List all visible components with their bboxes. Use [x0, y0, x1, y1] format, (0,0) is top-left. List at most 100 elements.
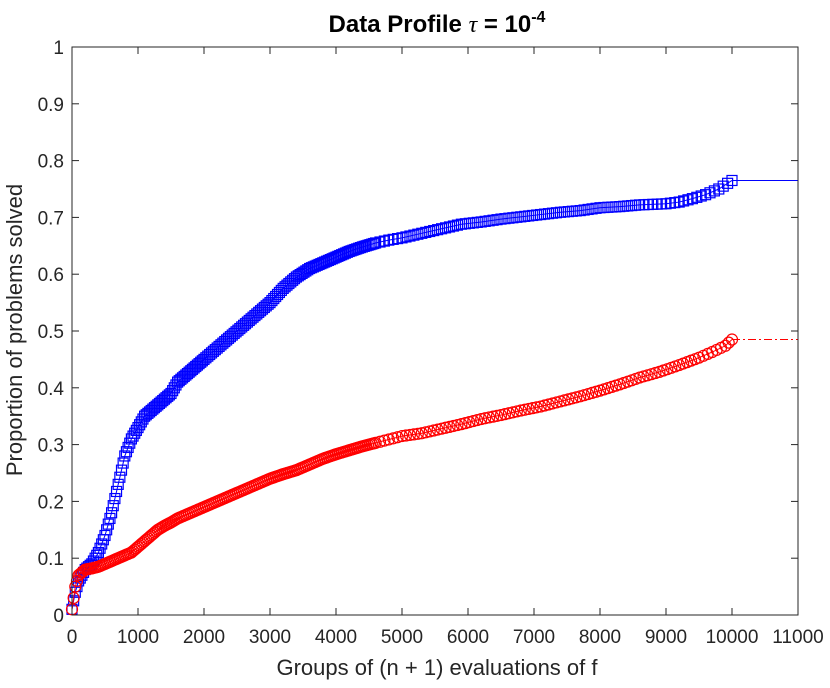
- series-2-point: [719, 339, 732, 352]
- series-1-point: [404, 230, 416, 242]
- x-tick-label: 10000: [706, 627, 759, 648]
- series-2-point: [518, 403, 531, 416]
- series-2-point: [722, 336, 735, 349]
- series-1-point: [110, 485, 123, 498]
- x-tick-label: 8000: [579, 627, 621, 648]
- series-1-point: [99, 529, 111, 542]
- x-tick-label: 11000: [772, 627, 823, 648]
- series-1-point: [91, 549, 103, 561]
- series-1-point: [92, 546, 105, 559]
- series-1-point: [717, 180, 729, 192]
- series-2-point: [378, 434, 391, 447]
- series-1-point: [101, 524, 113, 536]
- series-1-point: [114, 471, 126, 483]
- series-2-point: [490, 409, 504, 422]
- series-2-point: [407, 428, 420, 441]
- series-2: [65, 333, 798, 616]
- series-2-point: [479, 412, 492, 425]
- series-2-point: [69, 580, 82, 593]
- y-tick-label: 0.8: [38, 152, 64, 173]
- series-2-point: [399, 429, 413, 442]
- series-1-point: [428, 224, 440, 237]
- series-1-point: [268, 292, 280, 305]
- x-tick-label: 5000: [381, 627, 423, 648]
- series-1-point: [107, 500, 119, 512]
- series-1-point: [115, 464, 128, 476]
- y-tick-label: 0.5: [38, 322, 64, 343]
- x-axis-label: Groups of (n + 1) evaluations of f: [276, 655, 598, 680]
- series-1-point: [424, 225, 436, 238]
- series-1-point: [112, 478, 124, 490]
- series-2-point: [369, 436, 382, 449]
- series-1-point: [273, 286, 286, 299]
- series-1-point: [439, 222, 452, 234]
- series-1-point: [262, 298, 274, 310]
- series-1-point: [416, 227, 428, 239]
- series-1-point: [374, 236, 386, 248]
- series-2-point: [522, 402, 535, 416]
- series-2-point: [373, 435, 387, 448]
- x-tick-label: 7000: [513, 627, 555, 648]
- x-tick-label: 9000: [645, 627, 687, 648]
- series-1-point: [412, 228, 424, 240]
- series-2-point: [725, 333, 739, 346]
- x-tick-label: 2000: [183, 627, 225, 648]
- series-2-point: [403, 428, 417, 442]
- series-2-point: [475, 412, 488, 426]
- series-1-point: [94, 542, 106, 554]
- y-tick-label: 0.6: [38, 265, 64, 286]
- series-1-line: [71, 180, 733, 610]
- series-1-point: [117, 457, 129, 469]
- series-1-point: [96, 538, 108, 550]
- series-1-point: [432, 224, 444, 236]
- series-1-point: [447, 220, 460, 232]
- series-1-point: [271, 288, 284, 301]
- series-2-point: [411, 427, 424, 440]
- series-2-point: [526, 402, 539, 415]
- series-1-point: [686, 193, 699, 205]
- series-1-point: [436, 223, 448, 235]
- y-tick-label: 0.4: [38, 379, 65, 400]
- series-1-point: [408, 229, 420, 241]
- series-2-point: [486, 410, 500, 423]
- series-1-point: [119, 450, 131, 462]
- series-2-point: [387, 432, 400, 445]
- series-1-point: [673, 196, 685, 208]
- series-1-point: [400, 231, 412, 243]
- series-1-point: [120, 446, 133, 458]
- series-1-point: [102, 518, 114, 530]
- y-tick-label: 0.1: [38, 549, 64, 570]
- series-1-point: [264, 297, 276, 309]
- series-1-point: [266, 294, 278, 307]
- plot-area: [65, 174, 798, 616]
- series-1-point: [104, 512, 116, 525]
- y-tick-label: 0.3: [38, 436, 64, 457]
- x-tick-label: 6000: [447, 627, 489, 648]
- series-1-point: [392, 233, 404, 245]
- series-1-point: [443, 221, 456, 233]
- series-1-point: [270, 290, 282, 303]
- series-1-point: [387, 233, 399, 245]
- x-tick-label: 1000: [117, 627, 159, 648]
- series-2-point: [514, 404, 527, 417]
- series-1: [66, 174, 798, 615]
- series-2-point: [483, 411, 496, 424]
- chart-title: Data Profile τ = 10-4: [329, 9, 546, 38]
- x-tick-label: 0: [67, 627, 78, 648]
- axes: 0 1000 2000 3000 4000 5000 6000 7000 8000 9000 100…: [38, 38, 824, 648]
- x-tick-label: 4000: [315, 627, 357, 648]
- y-tick-label: 0.7: [38, 208, 64, 229]
- series-1-point: [396, 232, 408, 244]
- series-1-point: [695, 190, 707, 202]
- y-tick-label: 0.2: [38, 492, 64, 513]
- series-2-point: [395, 429, 409, 443]
- y-tick-label: 0.9: [38, 95, 64, 116]
- series-2-point: [382, 433, 395, 446]
- series-2-point: [391, 431, 404, 444]
- series-1-point: [122, 441, 134, 454]
- series-1-point: [451, 219, 464, 231]
- series-1-point: [370, 237, 382, 249]
- series-1-point: [726, 174, 738, 187]
- series-1-point: [378, 235, 390, 247]
